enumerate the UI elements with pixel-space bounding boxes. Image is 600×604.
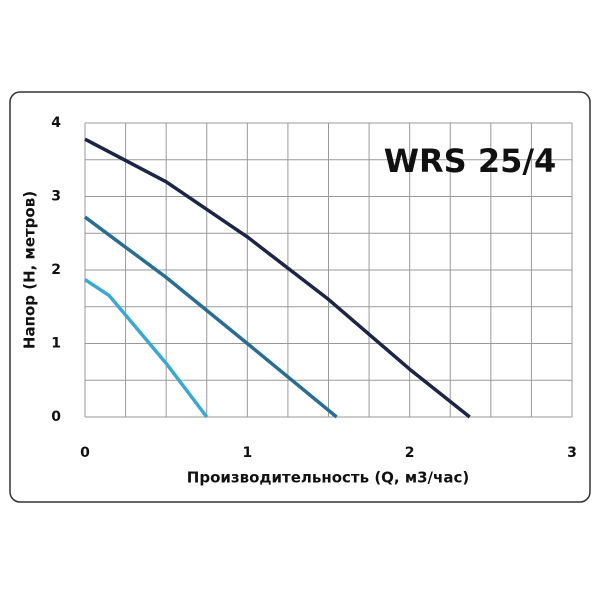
x-tick-label: 2 — [405, 445, 415, 461]
x-tick-label: 0 — [80, 445, 90, 461]
x-axis-label: Производительность (Q, м3/час) — [187, 469, 469, 487]
x-tick-label: 1 — [242, 445, 252, 461]
y-tick-label: 3 — [51, 189, 61, 205]
curve — [84, 137, 471, 419]
x-tick-label: 3 — [567, 445, 577, 461]
model-label: WRS 25/4 — [384, 142, 557, 180]
curve — [84, 278, 209, 419]
y-tick-label: 1 — [51, 336, 61, 352]
y-tick-label: 4 — [51, 115, 61, 131]
curve — [83, 215, 338, 419]
y-tick-label: 0 — [51, 409, 61, 425]
y-axis-label: Напор (Н, метров) — [21, 191, 39, 349]
y-tick-label: 2 — [51, 262, 61, 278]
